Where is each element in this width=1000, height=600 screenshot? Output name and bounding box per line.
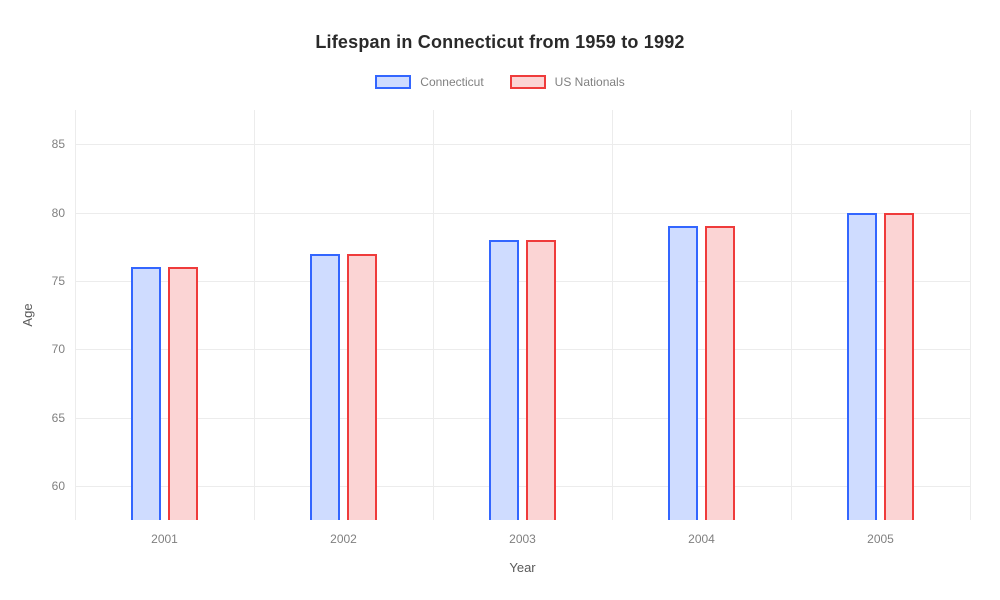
x-tick-label: 2003	[509, 532, 536, 546]
gridline-horizontal	[75, 418, 970, 419]
gridline-vertical	[75, 110, 76, 520]
legend-label: Connecticut	[420, 75, 483, 89]
bar	[847, 213, 877, 521]
legend-label: US Nationals	[555, 75, 625, 89]
x-axis-label: Year	[509, 560, 535, 575]
y-tick-label: 60	[35, 479, 65, 493]
gridline-vertical	[612, 110, 613, 520]
plot-area: 60657075808520012002200320042005	[75, 110, 970, 520]
y-tick-label: 70	[35, 342, 65, 356]
y-tick-label: 75	[35, 274, 65, 288]
y-tick-label: 85	[35, 137, 65, 151]
x-tick-label: 2004	[688, 532, 715, 546]
gridline-vertical	[791, 110, 792, 520]
x-tick-label: 2002	[330, 532, 357, 546]
legend-item-0: Connecticut	[375, 75, 483, 89]
x-tick-label: 2005	[867, 532, 894, 546]
y-tick-label: 80	[35, 206, 65, 220]
bar	[489, 240, 519, 520]
legend: Connecticut US Nationals	[0, 75, 1000, 89]
chart-container: Lifespan in Connecticut from 1959 to 199…	[0, 0, 1000, 600]
gridline-horizontal	[75, 213, 970, 214]
bar	[705, 226, 735, 520]
gridline-horizontal	[75, 486, 970, 487]
bar	[310, 254, 340, 521]
chart-title: Lifespan in Connecticut from 1959 to 199…	[0, 32, 1000, 53]
legend-swatch-icon	[510, 75, 546, 89]
legend-item-1: US Nationals	[510, 75, 625, 89]
bar	[526, 240, 556, 520]
bar	[347, 254, 377, 521]
gridline-vertical	[254, 110, 255, 520]
y-tick-label: 65	[35, 411, 65, 425]
bar	[884, 213, 914, 521]
gridline-horizontal	[75, 144, 970, 145]
x-tick-label: 2001	[151, 532, 178, 546]
gridline-vertical	[970, 110, 971, 520]
bar	[168, 267, 198, 520]
gridline-horizontal	[75, 349, 970, 350]
bar	[131, 267, 161, 520]
y-axis-label: Age	[20, 303, 35, 326]
gridline-vertical	[433, 110, 434, 520]
gridline-horizontal	[75, 281, 970, 282]
legend-swatch-icon	[375, 75, 411, 89]
bar	[668, 226, 698, 520]
